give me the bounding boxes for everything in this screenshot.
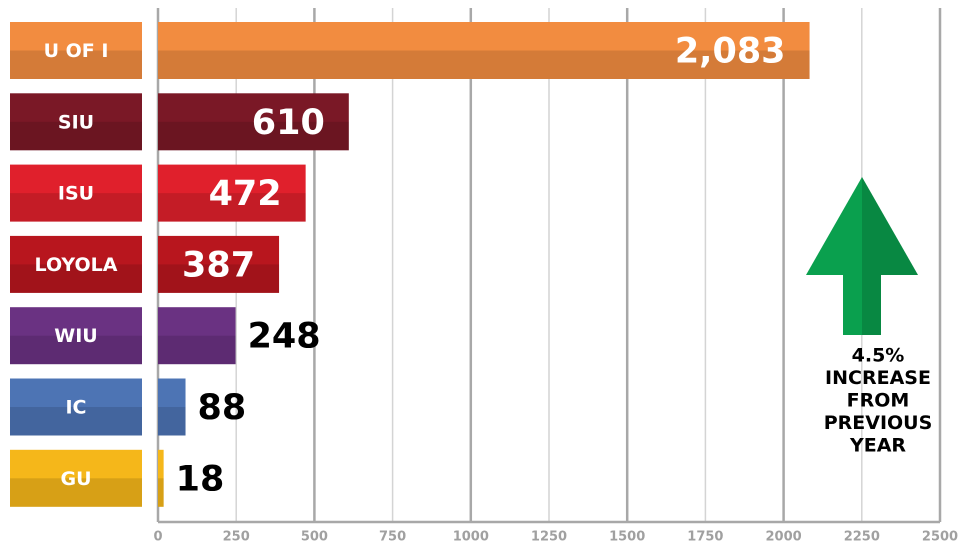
x-tick-label: 1250	[531, 530, 567, 545]
category-label: SIU	[58, 111, 94, 133]
x-tick-label: 750	[379, 530, 406, 545]
category-box	[10, 378, 142, 436]
x-tick-label: 1000	[453, 530, 489, 545]
category-box-shade	[10, 264, 142, 293]
category-box-shade	[10, 121, 142, 151]
category-label: GU	[60, 468, 91, 490]
category-box-shade	[10, 407, 142, 436]
category-label: ISU	[58, 183, 94, 205]
category-label: U OF I	[44, 40, 109, 62]
annotation-text: INCREASE	[825, 367, 931, 389]
category-box-shade	[10, 335, 142, 365]
category-box	[10, 164, 142, 222]
arrow-head-shade	[862, 177, 918, 275]
value-label: 248	[248, 317, 321, 357]
annotation-text: YEAR	[849, 435, 906, 457]
category-box	[10, 449, 142, 507]
x-tick-label: 1750	[687, 530, 723, 545]
value-label: 472	[209, 174, 282, 214]
bar	[158, 164, 306, 222]
annotation-text: PREVIOUS	[824, 412, 933, 434]
x-tick-label: 1500	[609, 530, 645, 545]
value-label: 18	[176, 459, 225, 499]
bar-shade	[158, 50, 810, 79]
value-label: 610	[252, 103, 325, 143]
category-box	[10, 235, 142, 293]
bar	[158, 378, 186, 436]
category-label: WIU	[54, 325, 97, 347]
bar	[158, 449, 164, 507]
arrow-shaft-shade	[862, 275, 881, 335]
annotation-text: FROM	[847, 390, 910, 412]
x-tick-label: 2500	[922, 530, 958, 545]
bar-shade	[158, 264, 280, 293]
x-tick-label: 250	[223, 530, 250, 545]
category-box-shade	[10, 478, 142, 507]
category-box-shade	[10, 50, 142, 79]
category-box	[10, 93, 142, 151]
bar	[158, 93, 349, 151]
category-box	[10, 307, 142, 365]
bar-shade	[158, 478, 164, 507]
category-box-shade	[10, 193, 142, 222]
x-tick-label: 500	[301, 530, 328, 545]
arrow-shaft	[843, 275, 881, 335]
bar-shade	[158, 407, 186, 436]
x-tick-label: 2250	[844, 530, 880, 545]
category-box	[10, 22, 142, 79]
value-label: 88	[198, 388, 247, 428]
bar-shade	[158, 335, 236, 365]
arrow-head	[806, 177, 918, 275]
bar	[158, 235, 280, 293]
bar-shade	[158, 193, 306, 222]
bar	[158, 307, 236, 365]
bar	[158, 22, 810, 79]
value-label: 387	[182, 245, 255, 285]
bar-shade	[158, 121, 349, 151]
category-label: LOYOLA	[35, 254, 118, 276]
annotation-text: 4.5%	[852, 345, 905, 367]
value-label: 2,083	[675, 32, 786, 72]
x-tick-label: 2000	[766, 530, 802, 545]
category-label: IC	[65, 397, 86, 419]
x-tick-label: 0	[153, 530, 162, 545]
